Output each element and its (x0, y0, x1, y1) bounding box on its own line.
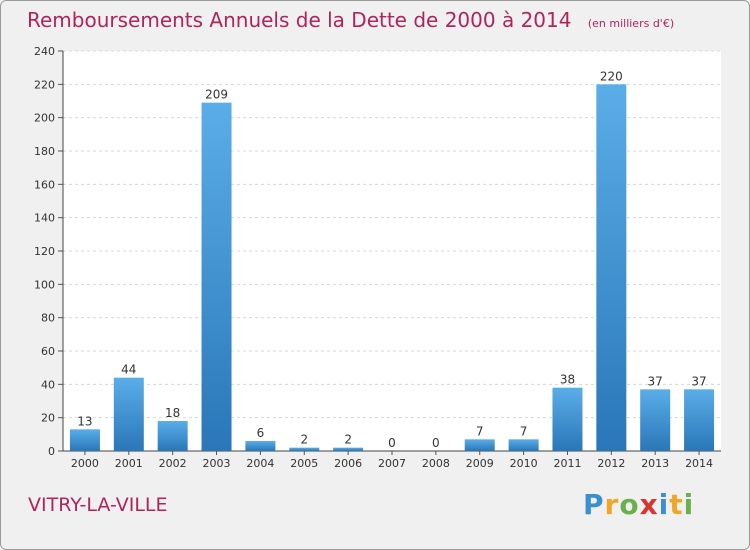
bar (333, 447, 364, 451)
logo-letter: x (639, 488, 659, 521)
x-tick-label: 2002 (159, 457, 187, 470)
proxiti-logo: Proxiti (583, 488, 694, 521)
y-tick-label: 180 (34, 145, 55, 158)
bar-value-label: 7 (520, 424, 528, 438)
bar (552, 387, 583, 451)
bar-value-label: 2 (300, 433, 308, 447)
logo-letter: i (683, 488, 695, 521)
bar-value-label: 13 (77, 414, 92, 428)
x-tick-label: 2001 (115, 457, 143, 470)
bar (113, 377, 144, 451)
y-tick-label: 240 (34, 45, 55, 58)
y-tick-label: 200 (34, 112, 55, 125)
x-tick-label: 2014 (685, 457, 713, 470)
chart-title-text: Remboursements Annuels de la Dette de 20… (27, 8, 572, 32)
x-tick-label: 2000 (71, 457, 99, 470)
y-tick-label: 140 (34, 212, 55, 225)
bar-value-label: 6 (257, 426, 265, 440)
y-tick-label: 220 (34, 78, 55, 91)
bar-value-label: 38 (560, 373, 575, 387)
chart-title: Remboursements Annuels de la Dette de 20… (27, 8, 674, 32)
x-tick-label: 2009 (466, 457, 494, 470)
logo-letter: i (658, 488, 670, 521)
y-tick-label: 80 (41, 312, 55, 325)
bar (69, 429, 100, 451)
logo-letter: t (669, 488, 684, 521)
bar (245, 441, 276, 451)
x-tick-label: 2012 (597, 457, 625, 470)
bar-value-label: 0 (388, 436, 396, 450)
y-tick-label: 60 (41, 345, 55, 358)
bar-value-label: 0 (432, 436, 440, 450)
y-tick-label: 0 (48, 445, 55, 458)
chart-subtitle: (en milliers d'€) (587, 17, 675, 30)
bar (464, 439, 495, 451)
x-tick-label: 2013 (641, 457, 669, 470)
y-tick-label: 120 (34, 245, 55, 258)
x-tick-label: 2010 (510, 457, 538, 470)
bar (684, 389, 715, 451)
y-tick-label: 100 (34, 278, 55, 291)
bar-value-label: 7 (476, 424, 484, 438)
y-tick-label: 160 (34, 178, 55, 191)
x-tick-label: 2008 (422, 457, 450, 470)
bar-value-label: 18 (165, 406, 180, 420)
bar (289, 447, 320, 451)
bar-value-label: 209 (205, 88, 228, 102)
y-tick-label: 40 (41, 378, 55, 391)
bar-value-label: 220 (600, 69, 623, 83)
x-tick-label: 2004 (246, 457, 274, 470)
bar (508, 439, 539, 451)
x-tick-label: 2011 (553, 457, 581, 470)
bar (640, 389, 671, 451)
logo-letter: P (583, 488, 605, 521)
x-tick-label: 2003 (203, 457, 231, 470)
commune-name: VITRY-LA-VILLE (28, 494, 168, 516)
bar-value-label: 44 (121, 363, 136, 377)
logo-letter: r (604, 488, 620, 521)
bar (201, 102, 232, 452)
x-tick-label: 2007 (378, 457, 406, 470)
bar-value-label: 37 (691, 374, 706, 388)
bar-value-label: 2 (344, 433, 352, 447)
logo-letter: o (619, 488, 640, 521)
x-tick-label: 2006 (334, 457, 362, 470)
y-tick-label: 20 (41, 412, 55, 425)
bar (157, 421, 188, 451)
x-tick-label: 2005 (290, 457, 318, 470)
bar (596, 84, 627, 451)
bar-value-label: 37 (648, 374, 663, 388)
